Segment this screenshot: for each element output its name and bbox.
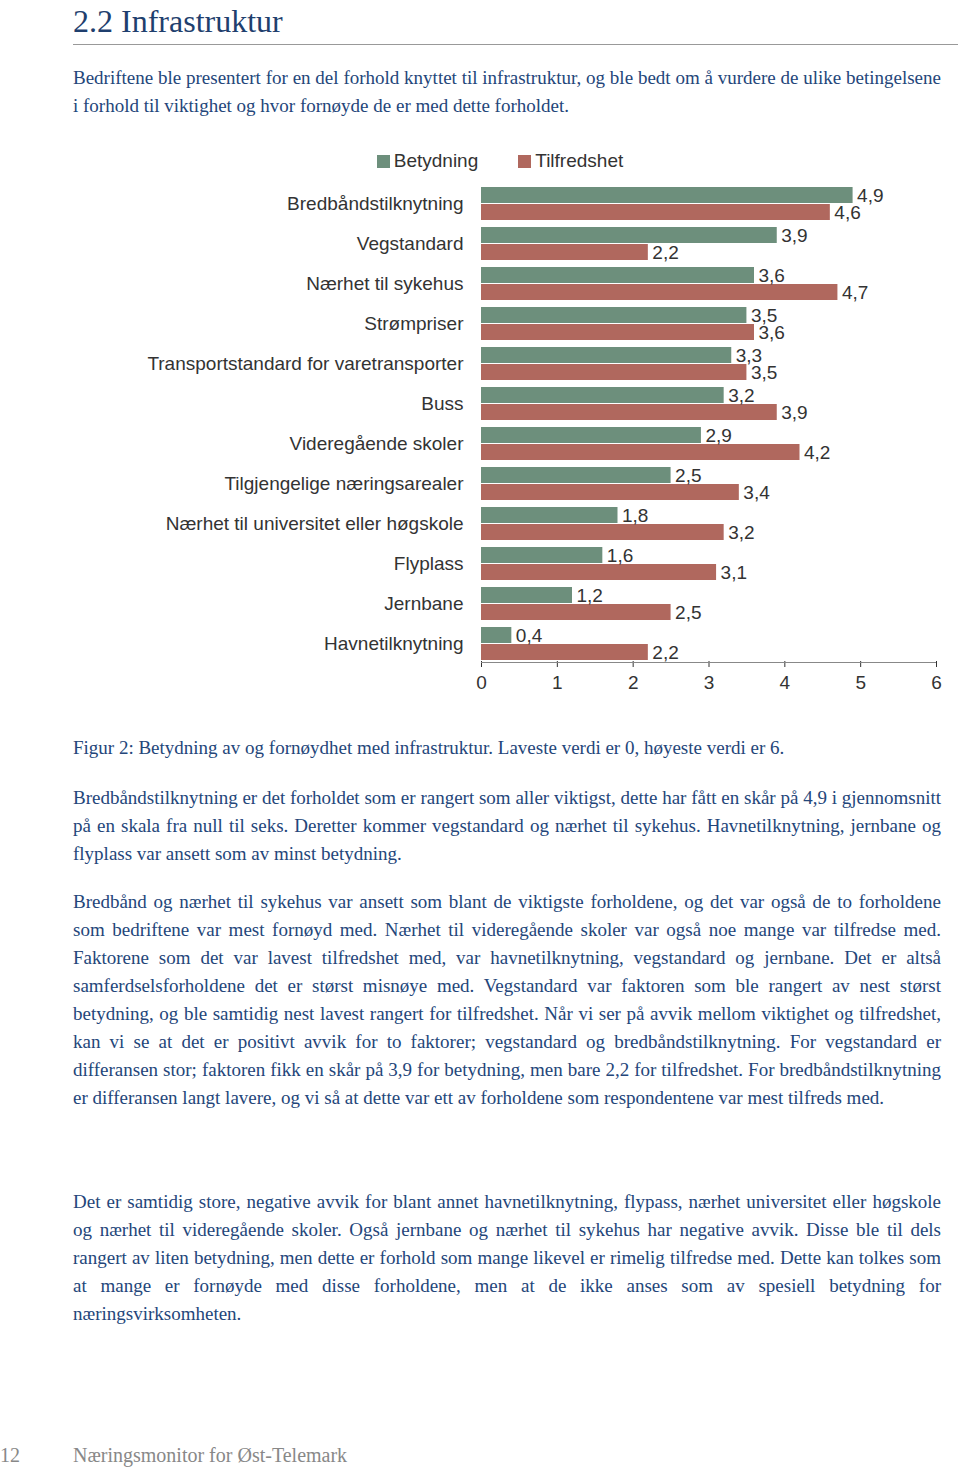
svg-text:4: 4: [780, 672, 791, 693]
svg-text:2,5: 2,5: [675, 465, 701, 486]
html-text:Figur 2: Betydning av og fornø: Figur 2: Betydning av og fornøydhet med …: [73, 737, 785, 758]
svg-text:4,2: 4,2: [804, 442, 830, 463]
svg-text:3,3: 3,3: [735, 344, 763, 366]
svg-text:5: 5: [855, 672, 866, 693]
svg-text:2: 2: [628, 672, 639, 693]
svg-text:Videregående skoler: Videregående skoler: [290, 433, 465, 454]
svg-text:4,6: 4,6: [834, 202, 860, 223]
svg-text:3: 3: [704, 672, 715, 693]
svg-text:3,9: 3,9: [781, 402, 807, 423]
html-text:Det er samtidig store, negativ: Det er samtidig store, negative avvik fo…: [73, 1191, 941, 1324]
svg-text:Strømpriser: Strømpriser: [364, 313, 464, 334]
svg-text:3,2: 3,2: [728, 522, 754, 543]
svg-text:Nærhet til sykehus: Nærhet til sykehus: [306, 273, 463, 294]
svg-text:1: 1: [552, 672, 563, 693]
svg-text:Transportstandard for varetran: Transportstandard for varetransporter: [147, 353, 464, 374]
svg-text:Buss: Buss: [421, 393, 463, 414]
svg-text:3,5: 3,5: [750, 304, 778, 326]
svg-text:Vegstandard: Vegstandard: [357, 233, 464, 254]
svg-text:3,6: 3,6: [759, 265, 785, 286]
html-text:Næringsmonitor for Øst-Telemar: Næringsmonitor for Øst-Telemark: [73, 1444, 348, 1466]
svg-text:Nærhet til universitet eller h: Nærhet til universitet eller høgskole: [166, 513, 464, 534]
svg-text:Flyplass: Flyplass: [394, 553, 464, 574]
svg-text:Jernbane: Jernbane: [384, 593, 463, 614]
html-text:Tilfredshet: Tilfredshet: [535, 150, 624, 171]
svg-text:4,7: 4,7: [842, 282, 868, 303]
svg-text:0,4: 0,4: [516, 625, 543, 646]
svg-text:Tilgjengelige næringsarealer: Tilgjengelige næringsarealer: [224, 473, 464, 494]
svg-text:1,2: 1,2: [577, 585, 603, 606]
svg-text:3,5: 3,5: [751, 362, 777, 383]
svg-text:2,9: 2,9: [705, 425, 731, 446]
svg-text:3,9: 3,9: [781, 225, 807, 246]
svg-text:3,6: 3,6: [759, 322, 785, 343]
svg-text:1,6: 1,6: [607, 545, 633, 566]
svg-text:0: 0: [476, 672, 487, 693]
html-text:Bedriftene ble presentert for: Bedriftene ble presentert for en del for…: [73, 67, 941, 116]
svg-text:1,8: 1,8: [622, 505, 648, 526]
html-text:Bredbåndstilknytning er det fo: Bredbåndstilknytning er det forholdet so…: [73, 787, 941, 864]
svg-text:3,1: 3,1: [721, 562, 747, 583]
svg-text:3,4: 3,4: [743, 482, 770, 503]
html-text:2.2 Infrastruktur: 2.2 Infrastruktur: [73, 3, 283, 39]
svg-text:2,2: 2,2: [652, 242, 678, 263]
svg-text:Havnetilknytning: Havnetilknytning: [324, 633, 463, 654]
html-text:12: 12: [0, 1444, 20, 1466]
svg-text:4,9: 4,9: [857, 185, 883, 206]
svg-text:Bredbåndstilknytning: Bredbåndstilknytning: [287, 193, 463, 214]
svg-text:6: 6: [931, 672, 942, 693]
svg-text:3,2: 3,2: [728, 385, 754, 406]
svg-text:2,2: 2,2: [652, 642, 678, 663]
html-text:Bredbånd og nærhet til sykehus: Bredbånd og nærhet til sykehus var anset…: [73, 891, 941, 1108]
svg-text:2,5: 2,5: [675, 602, 701, 623]
html-text:Betydning: Betydning: [393, 150, 479, 171]
